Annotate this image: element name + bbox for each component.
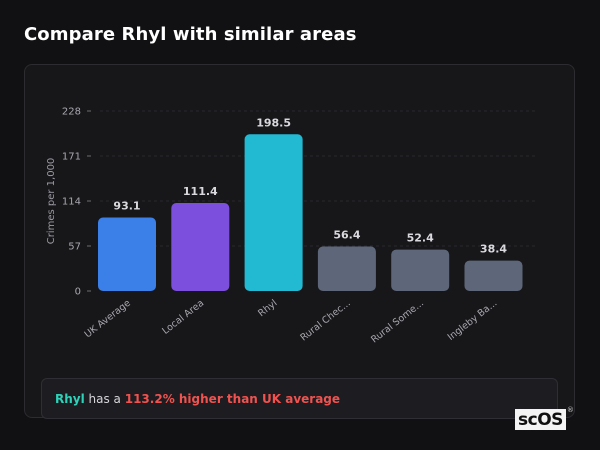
comparison-summary: Rhyl has a 113.2% higher than UK average bbox=[41, 378, 558, 419]
x-tick-label: UK Average bbox=[83, 298, 133, 341]
registered-mark: ® bbox=[566, 406, 574, 414]
brand-logo: scOS ® bbox=[515, 406, 574, 430]
y-axis: 0 57 114 171 228 bbox=[62, 107, 91, 298]
gridlines bbox=[100, 110, 535, 247]
bars bbox=[98, 134, 523, 291]
x-tick-label: Ingleby Ba... bbox=[446, 298, 500, 343]
y-tick-label: 57 bbox=[68, 242, 81, 253]
bar bbox=[98, 217, 156, 291]
bar-value-label: 93.1 bbox=[113, 200, 140, 213]
x-tick-label: Rural Some... bbox=[369, 298, 426, 346]
page-title: Compare Rhyl with similar areas bbox=[24, 24, 357, 45]
bar-value-label: 111.4 bbox=[183, 185, 218, 198]
y-tick-label: 114 bbox=[62, 197, 81, 208]
bar-value-label: 198.5 bbox=[256, 116, 291, 129]
bar bbox=[171, 203, 230, 291]
bar-value-label: 56.4 bbox=[333, 228, 360, 241]
x-axis: UK Average Local Area Rhyl Rural Chec... Rur… bbox=[83, 298, 500, 346]
y-axis-label: Crimes per 1,000 bbox=[46, 158, 57, 245]
bar-value-label: 52.4 bbox=[407, 232, 434, 245]
x-tick-label: Rural Chec... bbox=[298, 298, 352, 344]
y-tick-label: 0 bbox=[75, 287, 81, 298]
y-tick-label: 171 bbox=[62, 152, 81, 163]
bar bbox=[464, 260, 523, 291]
bar-chart: 0 57 114 171 228 Crimes per 1,000 93.1 111.4 1… bbox=[46, 107, 535, 346]
bar bbox=[244, 134, 303, 291]
y-tick-label: 228 bbox=[62, 107, 81, 118]
x-tick-label: Local Area bbox=[160, 298, 206, 337]
bar bbox=[391, 249, 450, 291]
x-tick-label: Rhyl bbox=[256, 298, 279, 320]
bar-value-label: 38.4 bbox=[480, 243, 507, 256]
summary-difference: 113.2% higher than UK average bbox=[124, 392, 341, 406]
summary-connector: has a bbox=[84, 392, 125, 406]
summary-area-name: Rhyl bbox=[55, 392, 85, 406]
bar bbox=[317, 246, 376, 291]
value-labels: 93.1 111.4 198.5 56.4 52.4 38.4 bbox=[113, 116, 507, 255]
brand-logo-text: scOS bbox=[515, 409, 566, 430]
